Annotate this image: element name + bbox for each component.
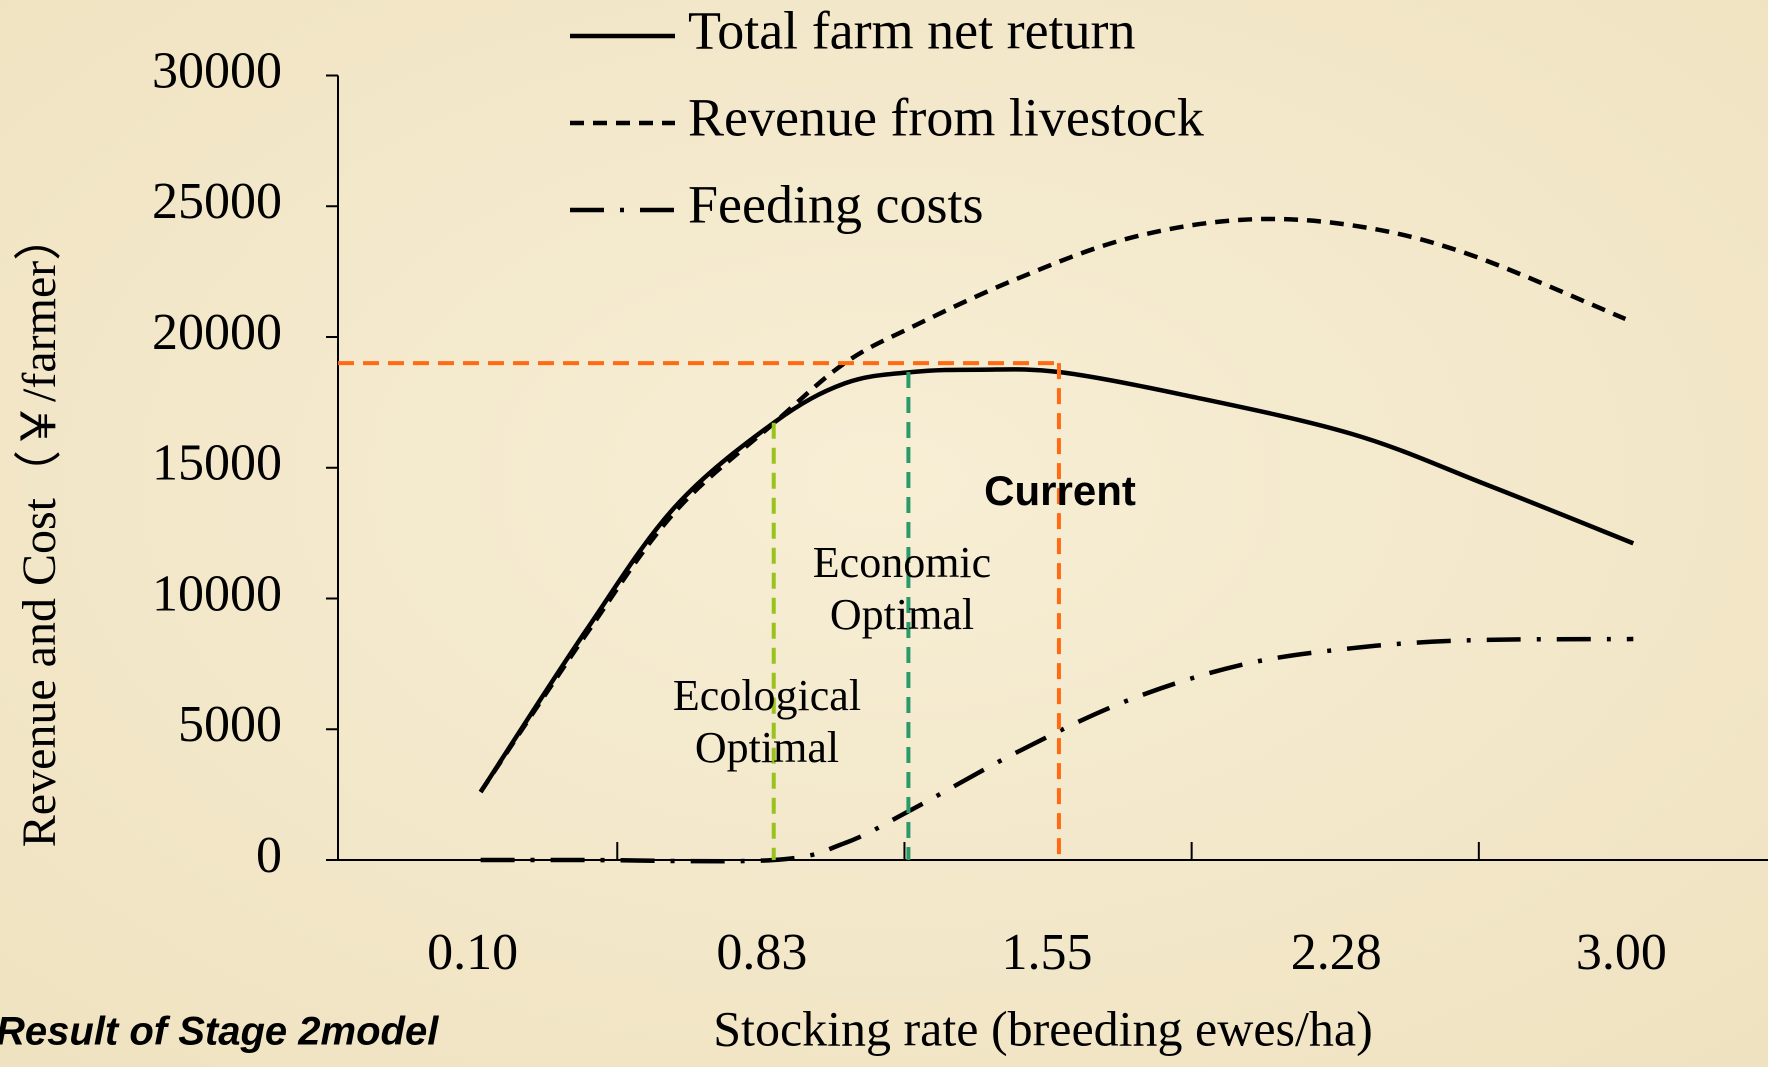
series-line bbox=[478, 216, 1627, 794]
y-tick-label: 0 bbox=[256, 827, 282, 884]
marker-label: Optimal bbox=[830, 590, 974, 639]
x-tick-label: 3.00 bbox=[1576, 924, 1667, 981]
x-tick-label: 0.83 bbox=[716, 924, 807, 981]
legend-label: Feeding costs bbox=[688, 174, 983, 234]
y-tick-label: 20000 bbox=[152, 304, 282, 361]
series-line bbox=[478, 367, 1635, 794]
marker-label: Current bbox=[984, 467, 1136, 514]
series-line bbox=[480, 636, 1634, 864]
legend-label: Revenue from livestock bbox=[688, 87, 1204, 147]
marker-label: Ecological bbox=[673, 671, 861, 720]
y-tick-label: 25000 bbox=[152, 173, 282, 230]
marker-label: Economic bbox=[813, 538, 991, 587]
y-tick-label: 30000 bbox=[152, 42, 282, 99]
footnote: Result of Stage 2model bbox=[0, 1010, 439, 1054]
x-axis-title: Stocking rate (breeding ewes/ha) bbox=[713, 1000, 1372, 1056]
marker-label: Optimal bbox=[695, 723, 839, 772]
x-tick-label: 0.10 bbox=[427, 924, 518, 981]
x-tick-label: 2.28 bbox=[1291, 924, 1382, 981]
y-tick-label: 15000 bbox=[152, 435, 282, 492]
y-tick-label: 5000 bbox=[178, 696, 282, 753]
y-axis-title: Revenue and Cost（￥/farmer） bbox=[13, 213, 66, 848]
legend-label: Total farm net return bbox=[688, 0, 1136, 60]
x-tick-label: 1.55 bbox=[1002, 924, 1093, 981]
y-tick-label: 10000 bbox=[152, 565, 282, 622]
